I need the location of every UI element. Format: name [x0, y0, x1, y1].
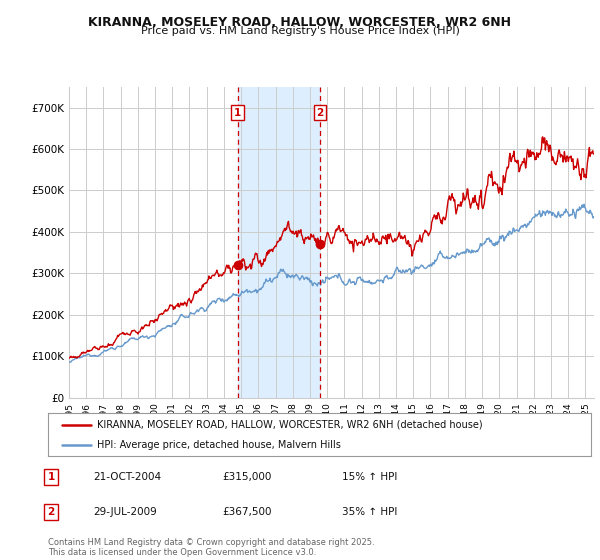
Text: HPI: Average price, detached house, Malvern Hills: HPI: Average price, detached house, Malv…	[97, 440, 341, 450]
Text: 2: 2	[47, 507, 55, 517]
Text: Contains HM Land Registry data © Crown copyright and database right 2025.
This d: Contains HM Land Registry data © Crown c…	[48, 538, 374, 557]
Text: Price paid vs. HM Land Registry's House Price Index (HPI): Price paid vs. HM Land Registry's House …	[140, 26, 460, 36]
Text: 1: 1	[47, 472, 55, 482]
Text: £367,500: £367,500	[222, 507, 271, 517]
Text: 1: 1	[234, 108, 241, 118]
Text: KIRANNA, MOSELEY ROAD, HALLOW, WORCESTER, WR2 6NH: KIRANNA, MOSELEY ROAD, HALLOW, WORCESTER…	[89, 16, 511, 29]
Text: 21-OCT-2004: 21-OCT-2004	[93, 472, 161, 482]
Text: 2: 2	[316, 108, 323, 118]
Text: KIRANNA, MOSELEY ROAD, HALLOW, WORCESTER, WR2 6NH (detached house): KIRANNA, MOSELEY ROAD, HALLOW, WORCESTER…	[97, 419, 482, 430]
Text: 29-JUL-2009: 29-JUL-2009	[93, 507, 157, 517]
Bar	[238, 87, 320, 398]
Text: 35% ↑ HPI: 35% ↑ HPI	[342, 507, 397, 517]
Text: £315,000: £315,000	[222, 472, 271, 482]
Text: 15% ↑ HPI: 15% ↑ HPI	[342, 472, 397, 482]
